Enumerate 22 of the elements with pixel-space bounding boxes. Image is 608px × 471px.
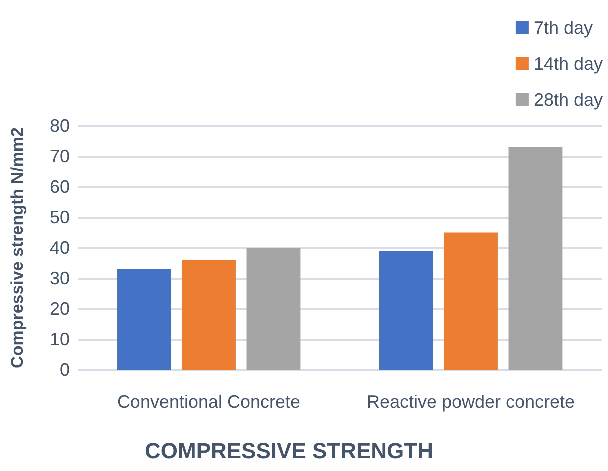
y-tick-label: 80 — [50, 116, 70, 136]
x-tick-label: Conventional Concrete — [117, 392, 301, 412]
bar — [444, 232, 498, 370]
y-tick-label: 10 — [50, 330, 70, 350]
bar — [182, 260, 236, 370]
y-tick-label: 60 — [50, 177, 70, 197]
bar — [508, 147, 563, 370]
bar — [379, 251, 434, 370]
bar — [246, 248, 301, 370]
legend-label: 14th day — [534, 54, 604, 74]
y-tick-label: 20 — [50, 299, 70, 319]
legend-label: 7th day — [534, 18, 593, 38]
y-tick-label: 40 — [50, 238, 70, 258]
legend-label: 28th day — [534, 90, 604, 110]
text: COMPRESSIVE STRENGTH — [145, 438, 434, 464]
y-axis-title: Compressive strength N/mm2 — [8, 128, 27, 368]
y-tick-label: 70 — [50, 146, 70, 166]
x-tick-label: Reactive powder concrete — [366, 392, 576, 412]
bar — [117, 269, 172, 370]
y-tick-label: 50 — [50, 208, 70, 228]
y-tick-label: 30 — [50, 268, 70, 288]
y-tick-label: 0 — [60, 360, 70, 380]
